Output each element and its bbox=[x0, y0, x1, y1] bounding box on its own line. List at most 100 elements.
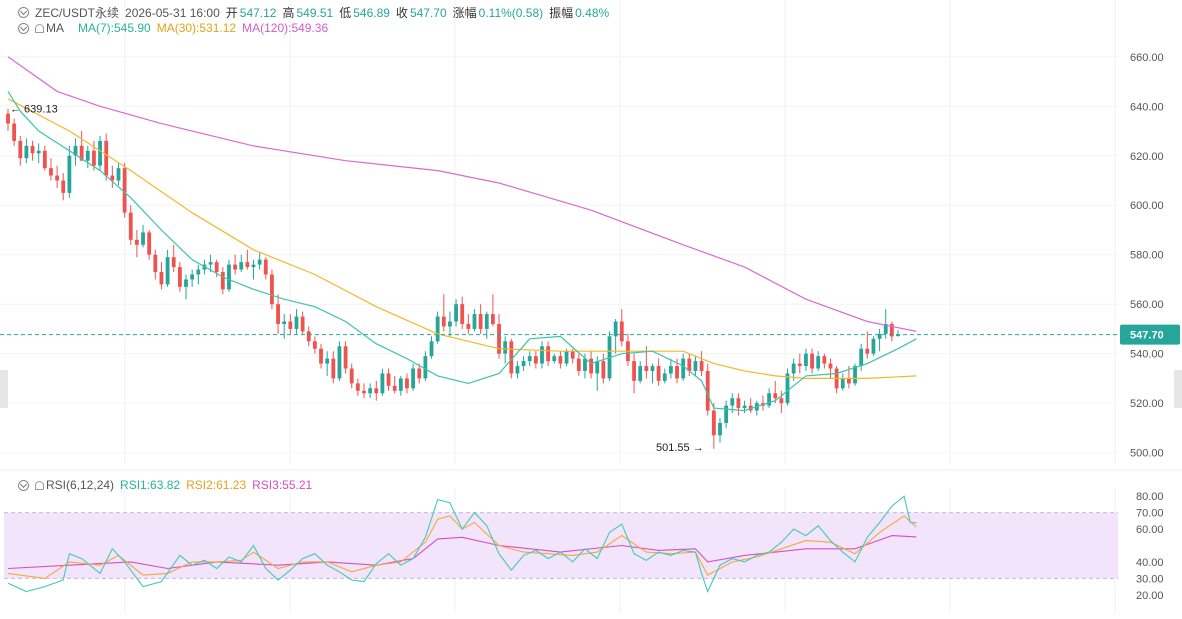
candle-body bbox=[521, 361, 526, 367]
candle-body bbox=[147, 232, 152, 255]
candle-body bbox=[883, 323, 888, 334]
candle-body bbox=[110, 175, 115, 181]
candle-body bbox=[6, 113, 10, 124]
high-value: 549.51 bbox=[296, 5, 334, 20]
ma7-legend: MA(7):545.90 bbox=[78, 21, 151, 35]
price-tick-label: 620.00 bbox=[1130, 151, 1164, 163]
rsi-band-layer bbox=[4, 512, 1118, 579]
candle-body bbox=[159, 272, 164, 285]
bell-icon[interactable] bbox=[35, 480, 44, 490]
candle-body bbox=[312, 341, 317, 349]
candle-body bbox=[896, 334, 900, 337]
candle-body bbox=[392, 385, 397, 391]
candle-body bbox=[61, 180, 66, 193]
candle-body bbox=[257, 259, 262, 265]
candle-body bbox=[552, 356, 557, 362]
candle-body bbox=[227, 264, 231, 290]
candle-body bbox=[724, 405, 729, 423]
candle-body bbox=[349, 368, 354, 384]
candle-body bbox=[368, 388, 373, 394]
price-tick-label: 500.00 bbox=[1130, 448, 1164, 460]
candle-body bbox=[306, 331, 311, 342]
candle-body bbox=[282, 321, 287, 324]
chevron-down-icon[interactable] bbox=[18, 479, 29, 491]
candle-body bbox=[877, 333, 882, 339]
price-tick-label: 600.00 bbox=[1130, 200, 1164, 212]
close-value: 547.70 bbox=[409, 5, 447, 20]
rsi-band bbox=[4, 512, 1118, 579]
candle-body bbox=[871, 338, 876, 354]
scroll-left-handle[interactable] bbox=[0, 370, 8, 408]
rsi-tick-label: 40.00 bbox=[1136, 557, 1164, 569]
candle-body bbox=[319, 348, 323, 364]
ma120-line bbox=[7, 56, 917, 332]
candle-body bbox=[214, 262, 219, 273]
candle-body bbox=[429, 341, 434, 357]
candle-body bbox=[398, 378, 403, 391]
candle-body bbox=[300, 316, 305, 332]
last-price-label: 547.70 bbox=[1130, 330, 1164, 342]
scroll-right-handle[interactable] bbox=[1174, 370, 1182, 408]
rsi2-legend: RSI2:61.23 bbox=[186, 478, 247, 492]
candle-body bbox=[742, 405, 747, 409]
candle-body bbox=[134, 239, 139, 245]
bell-icon[interactable] bbox=[35, 23, 44, 33]
candle-body bbox=[165, 257, 170, 285]
candle-body bbox=[141, 232, 145, 245]
candle-body bbox=[374, 388, 379, 394]
low-value: 546.89 bbox=[353, 5, 390, 20]
rsi-tick-label: 80.00 bbox=[1136, 491, 1164, 503]
chevron-down-icon[interactable] bbox=[18, 7, 29, 18]
candle-body bbox=[423, 356, 428, 379]
ma30-legend: MA(30):531.12 bbox=[156, 21, 237, 35]
high-price-annotation: ← 639.13 bbox=[10, 103, 58, 115]
candle-body bbox=[405, 378, 409, 389]
ma-legend-title: MA bbox=[46, 21, 64, 35]
annotation-layer: 547.70 ← 639.13 501.55 → bbox=[0, 103, 1180, 454]
rsi-tick-label: 30.00 bbox=[1136, 573, 1164, 585]
chevron-down-icon[interactable] bbox=[18, 22, 29, 34]
candle-body bbox=[718, 422, 722, 436]
candle-body bbox=[337, 346, 342, 379]
candle-body bbox=[85, 150, 90, 161]
candle-body bbox=[411, 368, 416, 389]
candle-body bbox=[797, 363, 802, 367]
candle-body bbox=[435, 316, 440, 342]
candle-body bbox=[208, 262, 213, 265]
candle-body bbox=[570, 351, 575, 359]
candle-body bbox=[448, 321, 452, 327]
candle-body bbox=[18, 140, 23, 159]
candle-body bbox=[509, 341, 514, 374]
candle-body bbox=[49, 168, 53, 176]
open-label: 开 bbox=[225, 6, 238, 20]
candle-body bbox=[478, 314, 483, 329]
candle-body bbox=[564, 351, 569, 364]
candle-body bbox=[773, 393, 778, 399]
candle-body bbox=[98, 140, 102, 166]
candle-body bbox=[730, 398, 735, 406]
ma120-legend: MA(120):549.36 bbox=[242, 21, 329, 35]
candle-body bbox=[779, 398, 784, 404]
low-price-annotation: 501.55 → bbox=[656, 442, 704, 454]
candle-body bbox=[668, 366, 673, 374]
candle-body bbox=[460, 304, 465, 324]
candle-body bbox=[828, 363, 833, 369]
candle-body bbox=[270, 274, 274, 305]
rsi3-legend: RSI3:55.21 bbox=[252, 478, 313, 492]
candle-body bbox=[484, 314, 489, 329]
candle-body bbox=[527, 356, 532, 362]
candle-body bbox=[184, 279, 188, 287]
rsi-tick-label: 70.00 bbox=[1136, 508, 1164, 520]
candle-body bbox=[619, 321, 624, 342]
candle-body bbox=[533, 356, 538, 364]
last-price-tag bbox=[1120, 324, 1180, 345]
candle-body bbox=[472, 314, 477, 329]
candle-body bbox=[601, 361, 606, 379]
candle-body bbox=[675, 366, 679, 379]
candle-body bbox=[705, 370, 710, 411]
candle-body bbox=[576, 358, 581, 371]
candle-body bbox=[497, 323, 501, 354]
candle-body bbox=[454, 304, 458, 322]
candle-body bbox=[503, 341, 508, 354]
